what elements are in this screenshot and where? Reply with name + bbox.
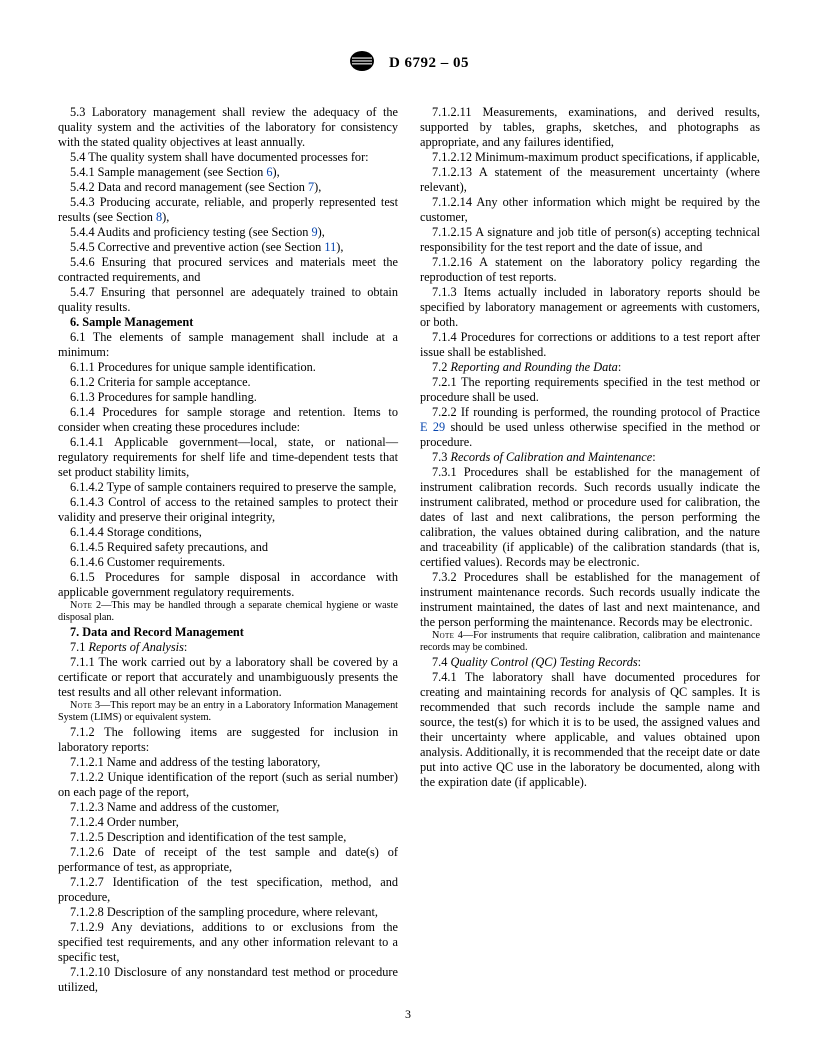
para-7-1-1: 7.1.1 The work carried out by a laborato… (58, 655, 398, 700)
para-7-3-1: 7.3.1 Procedures shall be established fo… (420, 465, 760, 570)
para-5-4-7: 5.4.7 Ensuring that personnel are adequa… (58, 285, 398, 315)
heading-6: 6. Sample Management (58, 315, 398, 330)
para-7-4: 7.4 Quality Control (QC) Testing Records… (420, 655, 760, 670)
para-5-3: 5.3 Laboratory management shall review t… (58, 105, 398, 150)
para-7-1-2-16: 7.1.2.16 A statement on the laboratory p… (420, 255, 760, 285)
para-7-1-2-13: 7.1.2.13 A statement of the measurement … (420, 165, 760, 195)
para-7-1-2-4: 7.1.2.4 Order number, (58, 815, 398, 830)
page-number: 3 (0, 1007, 816, 1022)
link-e29[interactable]: E 29 (420, 420, 445, 434)
para-7-1-2-3: 7.1.2.3 Name and address of the customer… (58, 800, 398, 815)
link-section-11[interactable]: 11 (324, 240, 336, 254)
para-6-1-4-3: 6.1.4.3 Control of access to the retaine… (58, 495, 398, 525)
para-6-1-4: 6.1.4 Procedures for sample storage and … (58, 405, 398, 435)
para-6-1: 6.1 The elements of sample management sh… (58, 330, 398, 360)
para-6-1-4-5: 6.1.4.5 Required safety precautions, and (58, 540, 398, 555)
header-designation: D 6792 – 05 (389, 55, 469, 72)
para-7-1-2-5: 7.1.2.5 Description and identification o… (58, 830, 398, 845)
para-5-4-5: 5.4.5 Corrective and preventive action (… (58, 240, 398, 255)
para-6-1-4-2: 6.1.4.2 Type of sample containers requir… (58, 480, 398, 495)
para-5-4-4: 5.4.4 Audits and proficiency testing (se… (58, 225, 398, 240)
para-7-1: 7.1 Reports of Analysis: (58, 640, 398, 655)
para-7-1-2-1: 7.1.2.1 Name and address of the testing … (58, 755, 398, 770)
para-7-1-2-10: 7.1.2.10 Disclosure of any nonstandard t… (58, 965, 398, 995)
para-5-4: 5.4 The quality system shall have docume… (58, 150, 398, 165)
para-7-1-2-7: 7.1.2.7 Identification of the test speci… (58, 875, 398, 905)
page-content: D 6792 – 05 5.3 Laboratory management sh… (58, 50, 760, 1017)
para-6-1-5: 6.1.5 Procedures for sample disposal in … (58, 570, 398, 600)
para-7-2: 7.2 Reporting and Rounding the Data: (420, 360, 760, 375)
para-5-4-3: 5.4.3 Producing accurate, reliable, and … (58, 195, 398, 225)
note-2: Note 2—This may be handled through a sep… (58, 600, 398, 625)
para-6-1-1: 6.1.1 Procedures for unique sample ident… (58, 360, 398, 375)
para-6-1-2: 6.1.2 Criteria for sample acceptance. (58, 375, 398, 390)
para-7-1-2-14: 7.1.2.14 Any other information which mig… (420, 195, 760, 225)
para-7-1-2-15: 7.1.2.15 A signature and job title of pe… (420, 225, 760, 255)
para-6-1-4-1: 6.1.4.1 Applicable government—local, sta… (58, 435, 398, 480)
para-7-1-2-11: 7.1.2.11 Measurements, examinations, and… (420, 105, 760, 150)
para-7-3: 7.3 Records of Calibration and Maintenan… (420, 450, 760, 465)
para-7-1-2-12: 7.1.2.12 Minimum-maximum product specifi… (420, 150, 760, 165)
para-7-2-1: 7.2.1 The reporting requirements specifi… (420, 375, 760, 405)
note-4: Note 4—For instruments that require cali… (420, 630, 760, 655)
para-7-2-2: 7.2.2 If rounding is performed, the roun… (420, 405, 760, 450)
heading-7: 7. Data and Record Management (58, 625, 398, 640)
para-7-1-2: 7.1.2 The following items are suggested … (58, 725, 398, 755)
para-5-4-2: 5.4.2 Data and record management (see Se… (58, 180, 398, 195)
para-5-4-1: 5.4.1 Sample management (see Section 6), (58, 165, 398, 180)
para-7-1-2-8: 7.1.2.8 Description of the sampling proc… (58, 905, 398, 920)
para-7-1-4: 7.1.4 Procedures for corrections or addi… (420, 330, 760, 360)
para-7-3-2: 7.3.2 Procedures shall be established fo… (420, 570, 760, 630)
para-7-4-1: 7.4.1 The laboratory shall have document… (420, 670, 760, 790)
para-7-1-3: 7.1.3 Items actually included in laborat… (420, 285, 760, 330)
para-7-1-2-6: 7.1.2.6 Date of receipt of the test samp… (58, 845, 398, 875)
page-header: D 6792 – 05 (58, 50, 760, 77)
para-6-1-4-6: 6.1.4.6 Customer requirements. (58, 555, 398, 570)
para-6-1-4-4: 6.1.4.4 Storage conditions, (58, 525, 398, 540)
para-7-1-2-2: 7.1.2.2 Unique identification of the rep… (58, 770, 398, 800)
para-5-4-6: 5.4.6 Ensuring that procured services an… (58, 255, 398, 285)
body-columns: 5.3 Laboratory management shall review t… (58, 105, 760, 1017)
para-6-1-3: 6.1.3 Procedures for sample handling. (58, 390, 398, 405)
astm-logo-icon (349, 50, 375, 77)
note-3: Note 3—This report may be an entry in a … (58, 700, 398, 725)
para-7-1-2-9: 7.1.2.9 Any deviations, additions to or … (58, 920, 398, 965)
